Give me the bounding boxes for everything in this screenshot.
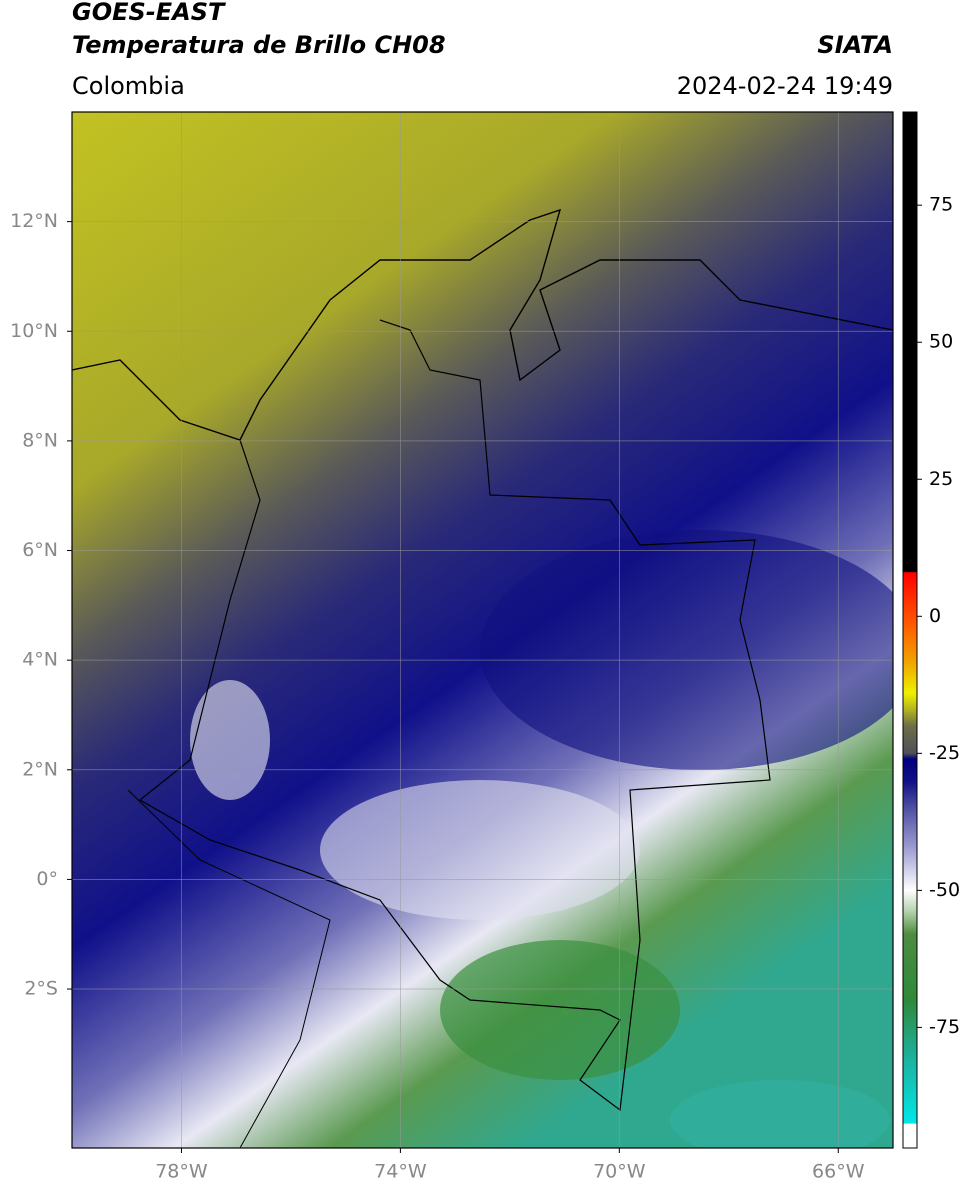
colorbar-tick-label: 75	[929, 194, 953, 216]
x-tick-label: 78°W	[155, 1161, 208, 1183]
colorbar	[902, 111, 918, 1149]
date: 2024-02-24 19:49	[677, 72, 893, 100]
y-tick-label: 0°	[36, 868, 58, 890]
colorbar-tick-label: -50	[929, 879, 960, 901]
y-tick-label: 6°N	[22, 539, 58, 561]
y-tick-label: 8°N	[22, 429, 58, 451]
colorbar-tick-label: 0	[929, 605, 941, 627]
x-tick-label: 74°W	[374, 1161, 427, 1183]
y-tick-label: 2°S	[24, 978, 58, 1000]
source: SIATA	[817, 31, 893, 59]
y-tick-label: 10°N	[10, 320, 58, 342]
region: Colombia	[72, 72, 185, 100]
title: GOES-EAST	[72, 0, 226, 26]
y-tick-label: 4°N	[22, 649, 58, 671]
colorbar-tick-label: 50	[929, 331, 953, 353]
x-tick-label: 66°W	[812, 1161, 865, 1183]
map-frame	[71, 111, 894, 1149]
colorbar-tick-label: -75	[929, 1016, 960, 1038]
satellite-image	[72, 112, 893, 1148]
y-tick-label: 12°N	[10, 210, 58, 232]
grid	[72, 112, 893, 1148]
subtitle: Temperatura de Brillo CH08	[72, 31, 446, 59]
colorbar-tick-label: 25	[929, 468, 953, 490]
y-tick-label: 2°N	[22, 758, 58, 780]
x-tick-label: 70°W	[593, 1161, 646, 1183]
colorbar-tick-label: -25	[929, 742, 960, 764]
